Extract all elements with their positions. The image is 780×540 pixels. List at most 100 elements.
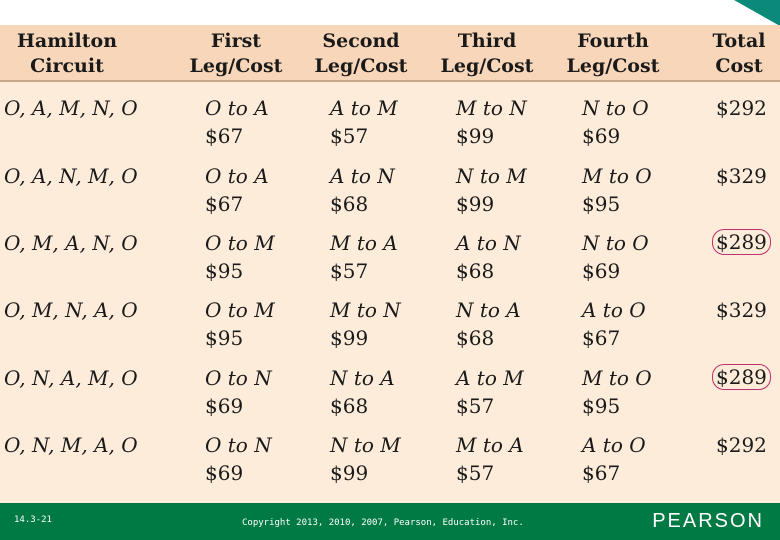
leg-cell: O to A $67 [205,94,269,150]
leg-cost: $68 [330,394,369,418]
leg-route: M to A [456,433,524,457]
header-first-leg: First Leg/Cost [186,29,286,79]
leg-cost: $99 [456,192,495,216]
table-row: O, N, M, A, O O to N $69 N to M $99 M to A… [0,425,780,492]
leg-cost: $68 [456,326,495,350]
leg-route: M to O [582,366,652,390]
leg-cost: $57 [456,461,495,485]
leg-cost: $95 [205,259,244,283]
leg-cell: A to N $68 [456,229,521,285]
leg-cell: A to O $67 [582,431,646,487]
leg-cost: $67 [205,124,244,148]
leg-cell: N to O $69 [582,229,649,285]
leg-cost: $57 [330,124,369,148]
total-cost-cell: $329 [716,296,767,324]
leg-cost: $57 [330,259,369,283]
circuit-cell: O, N, A, M, O [4,366,138,390]
leg-cell: A to O $67 [582,296,646,352]
total-cost-cell: $329 [716,162,767,190]
header-line: Leg/Cost [566,55,660,77]
circuit-cell: O, A, N, M, O [4,164,138,188]
leg-route: M to A [330,231,398,255]
table-row: O, M, A, N, O O to M $95 M to A $57 A to N… [0,223,780,290]
table-row: O, M, N, A, O O to M $95 M to N $99 N to A… [0,290,780,357]
leg-route: N to O [582,231,649,255]
slide-number: 14.3-21 [14,515,52,525]
leg-cost: $69 [582,259,621,283]
header-line: Leg/Cost [440,55,534,77]
leg-route: A to O [582,298,646,322]
leg-route: O to N [205,366,272,390]
header-line: Circuit [30,55,104,77]
leg-cost: $67 [582,326,621,350]
leg-cell: A to M $57 [330,94,398,150]
total-cost: $292 [716,96,767,120]
leg-cell: O to M $95 [205,229,275,285]
leg-route: A to M [456,366,524,390]
circuit-cell: O, N, M, A, O [4,433,138,457]
header-line: Cost [715,55,763,77]
leg-route: M to N [330,298,401,322]
leg-cell: M to N $99 [456,94,527,150]
header-line: Fourth [577,30,649,52]
leg-cost: $99 [330,461,369,485]
leg-cost: $69 [582,124,621,148]
leg-route: A to N [330,164,395,188]
leg-cell: N to M $99 [330,431,401,487]
leg-route: O to N [205,433,272,457]
leg-cell: N to O $69 [582,94,649,150]
leg-cell: O to M $95 [205,296,275,352]
leg-route: A to M [330,96,398,120]
total-cost-cell: $292 [716,431,767,459]
total-cost-highlighted: $289 [712,364,771,390]
circuit-cell: O, M, N, A, O [4,298,138,322]
leg-route: M to N [456,96,527,120]
pearson-logo: PEARSON [652,510,764,532]
leg-route: N to A [330,366,395,390]
leg-cost: $68 [330,192,369,216]
leg-route: O to A [205,164,269,188]
leg-cell: A to N $68 [330,162,395,218]
leg-cost: $95 [582,394,621,418]
leg-route: A to O [582,433,646,457]
header-total-cost: Total Cost [704,29,774,79]
header-line: Total [712,30,766,52]
table-header: Hamilton Circuit First Leg/Cost Second L… [0,25,780,82]
leg-route: O to A [205,96,269,120]
header-second-leg: Second Leg/Cost [311,29,411,79]
leg-cell: M to O $95 [582,364,652,420]
leg-cost: $68 [456,259,495,283]
header-line: Hamilton [16,30,118,52]
total-cost-highlighted: $289 [712,229,771,255]
leg-cost: $99 [456,124,495,148]
leg-cell: N to A $68 [330,364,395,420]
leg-cell: M to O $95 [582,162,652,218]
leg-route: O to M [205,298,275,322]
table-row: O, A, M, N, O O to A $67 A to M $57 M to N… [0,88,780,155]
header-line: Leg/Cost [189,55,283,77]
total-cost-cell: $289 [712,364,771,390]
total-cost: $329 [716,298,767,322]
leg-route: N to M [330,433,401,457]
leg-route: N to A [456,298,521,322]
header-line: Third [457,30,517,52]
leg-route: O to M [205,231,275,255]
leg-cell: M to N $99 [330,296,401,352]
leg-cell: M to A $57 [330,229,398,285]
leg-cost: $95 [582,192,621,216]
leg-cell: O to N $69 [205,364,272,420]
header-hamilton-circuit: Hamilton Circuit [12,29,122,79]
hamilton-circuit-table: Hamilton Circuit First Leg/Cost Second L… [0,25,780,503]
leg-cost: $67 [205,192,244,216]
header-line: Second [322,30,400,52]
leg-route: M to O [582,164,652,188]
total-cost: $329 [716,164,767,188]
total-cost-cell: $292 [716,94,767,122]
leg-cost: $67 [582,461,621,485]
header-fourth-leg: Fourth Leg/Cost [563,29,663,79]
footer-bar: 14.3-21 Copyright 2013, 2010, 2007, Pear… [0,503,780,540]
table-row: O, A, N, M, O O to A $67 A to N $68 N to M… [0,156,780,223]
leg-route: A to N [456,231,521,255]
header-third-leg: Third Leg/Cost [437,29,537,79]
corner-accent [734,0,780,26]
